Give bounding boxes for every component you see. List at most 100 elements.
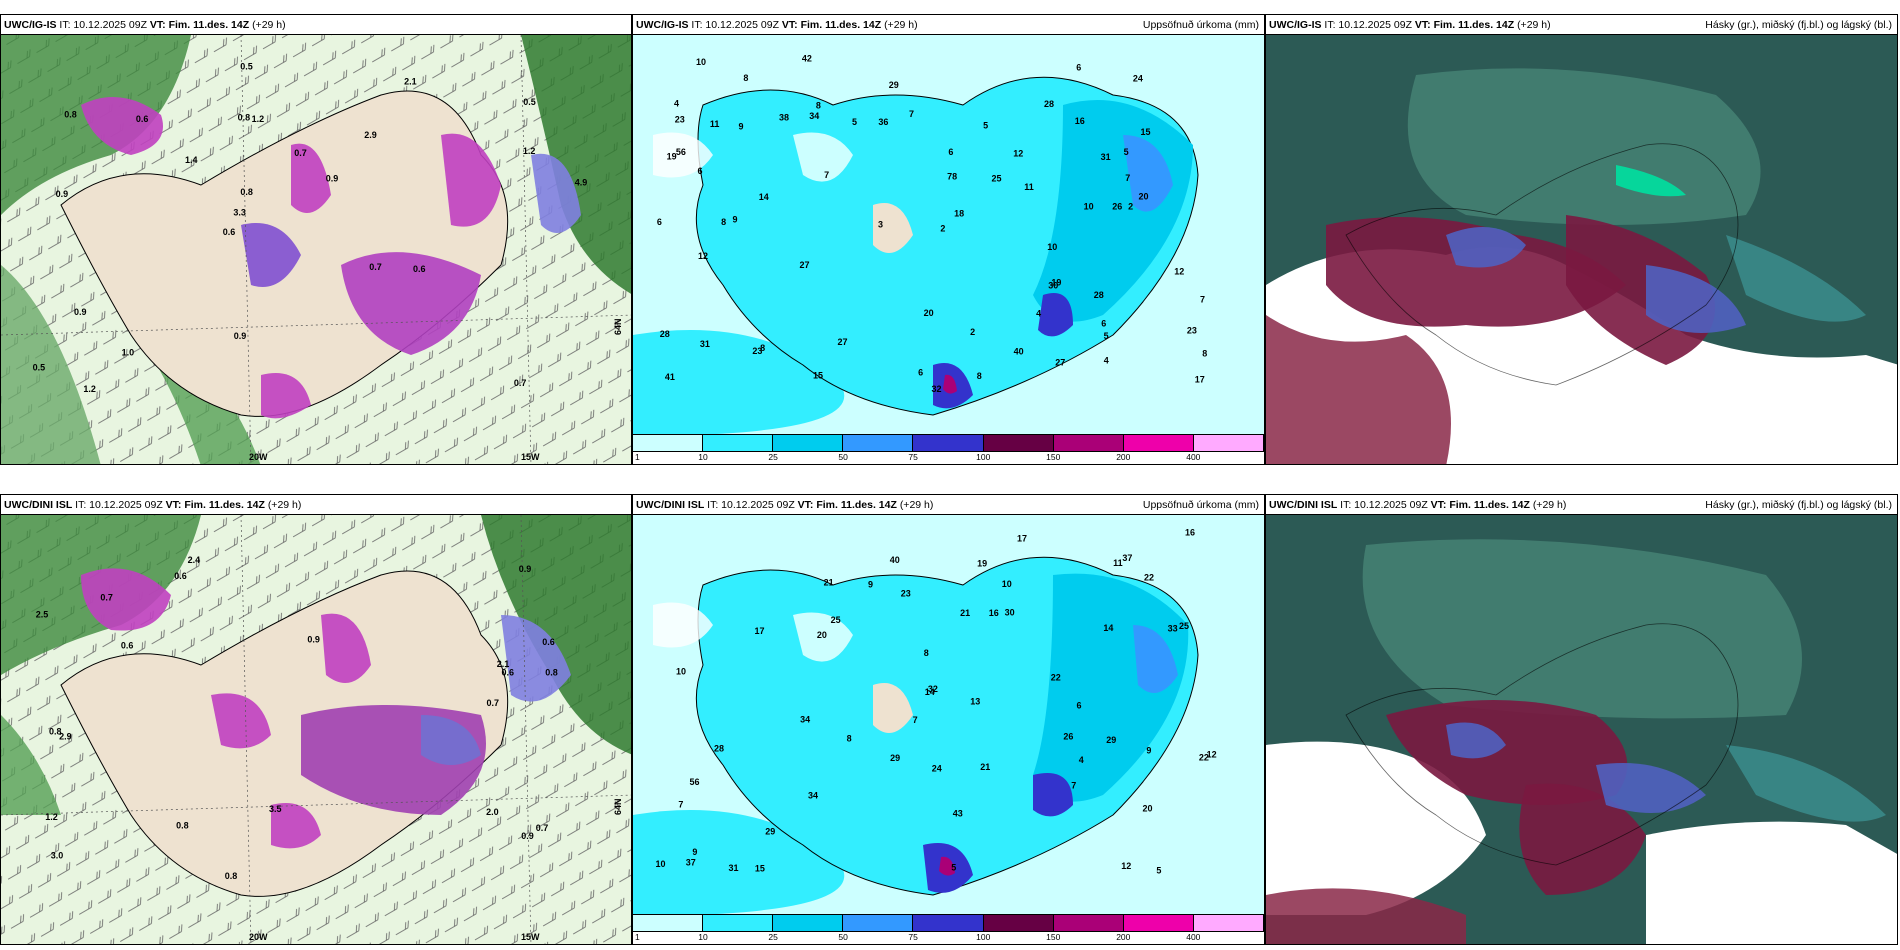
map-value-label: 0.8 bbox=[240, 187, 253, 197]
map-value-label: 3 bbox=[878, 220, 883, 230]
map-value-label: 10 bbox=[656, 859, 666, 869]
precip-value-labels: 8545678321234231710162072529223343301015… bbox=[656, 528, 1217, 876]
valid-time: Fim. 11.des. 14Z bbox=[184, 499, 265, 511]
map-value-label: 5 bbox=[852, 117, 857, 127]
legend-tick: 10 bbox=[698, 932, 708, 942]
map-value-label: 31 bbox=[1101, 152, 1111, 162]
map-value-label: 4 bbox=[1104, 356, 1109, 366]
map-value-label: 7 bbox=[1125, 173, 1130, 183]
map-value-label: 3.5 bbox=[269, 804, 282, 814]
map-value-label: 26 bbox=[1063, 732, 1073, 742]
valid-label: VT: bbox=[797, 499, 814, 511]
legend-swatch bbox=[773, 915, 844, 931]
map-value-label: 12 bbox=[1207, 749, 1217, 759]
map-value-label: 14 bbox=[925, 687, 935, 697]
map-value-label: 0.8 bbox=[238, 113, 251, 123]
map-value-label: 3.3 bbox=[233, 208, 246, 218]
legend-swatch bbox=[633, 915, 704, 931]
precip-map: 8545678321234231710162072529223343301015… bbox=[633, 515, 1264, 916]
map-value-label: 2 bbox=[970, 327, 975, 337]
map-value-label: 14 bbox=[1103, 623, 1113, 633]
map-value-label: 9 bbox=[692, 847, 697, 857]
lead-time: (+29 h) bbox=[252, 19, 286, 31]
init-time: IT: 10.12.2025 09Z bbox=[1340, 499, 1428, 511]
map-value-label: 27 bbox=[800, 260, 810, 270]
init-time: IT: 10.12.2025 09Z bbox=[1324, 19, 1412, 31]
map-value-label: 6 bbox=[918, 368, 923, 378]
map-value-label: 19 bbox=[667, 151, 677, 161]
lead-time: (+29 h) bbox=[899, 499, 934, 511]
map-value-label: 11 bbox=[710, 119, 720, 129]
panel-header: UWC/IG-IS IT: 10.12.2025 09Z VT: Fim. 11… bbox=[1, 15, 631, 35]
map-value-label: 4.9 bbox=[575, 177, 588, 187]
legend-swatch bbox=[983, 435, 1054, 451]
panel-top-precip: UWC/IG-IS IT: 10.12.2025 09Z VT: Fim. 11… bbox=[632, 14, 1265, 465]
lead-time: (+29 h) bbox=[267, 499, 302, 511]
map-value-label: 31 bbox=[700, 339, 710, 349]
legend-tick: 150 bbox=[1046, 452, 1061, 462]
map-value-label: 0.6 bbox=[413, 264, 426, 274]
map-value-label: 56 bbox=[690, 777, 700, 787]
map-value-label: 2 bbox=[1128, 201, 1133, 211]
model-name: UWC/DINI ISL bbox=[1269, 499, 1338, 511]
map-value-label: 33 bbox=[1168, 623, 1178, 633]
map-value-label: 25 bbox=[1179, 621, 1189, 631]
map-value-label: 17 bbox=[755, 626, 765, 636]
legend-tick: 1 bbox=[635, 932, 640, 942]
model-name: UWC/DINI ISL bbox=[4, 499, 73, 511]
lon-label: 20W bbox=[249, 932, 268, 942]
map-value-label: 24 bbox=[932, 764, 942, 774]
map-value-label: 9 bbox=[739, 121, 744, 131]
map-value-label: 32 bbox=[932, 384, 942, 394]
model-name: UWC/IG-IS bbox=[636, 19, 689, 31]
map-value-label: 23 bbox=[675, 115, 685, 125]
model-name: UWC/IG-IS bbox=[4, 19, 57, 31]
map-value-label: 37 bbox=[1122, 553, 1132, 563]
lon-label: 15W bbox=[521, 932, 540, 942]
map-value-label: 2.4 bbox=[188, 555, 201, 565]
legend-swatch bbox=[1123, 915, 1194, 931]
map-value-label: 25 bbox=[831, 615, 841, 625]
map-value-label: 0.9 bbox=[519, 564, 532, 574]
map-value-label: 12 bbox=[1121, 861, 1131, 871]
panel-top-wind: UWC/IG-IS IT: 10.12.2025 09Z VT: Fim. 11… bbox=[0, 14, 632, 465]
map-value-label: 5 bbox=[951, 862, 956, 872]
legend-ticks: 1 10 25 50 75 100 150 200 400 bbox=[633, 452, 1264, 464]
panel-header: UWC/IG-IS IT: 10.12.2025 09Z VT: Fim. 11… bbox=[633, 15, 1264, 35]
map-value-label: 10 bbox=[1002, 579, 1012, 589]
map-value-label: 11 bbox=[1113, 558, 1123, 568]
map-value-label: 29 bbox=[1106, 735, 1116, 745]
legend-tick: 50 bbox=[838, 452, 848, 462]
map-value-label: 40 bbox=[890, 555, 900, 565]
legend-tick: 75 bbox=[908, 932, 918, 942]
legend-tick: 100 bbox=[976, 452, 991, 462]
legend-ticks: 1 10 25 50 75 100 150 200 400 bbox=[633, 932, 1264, 944]
map-value-label: 38 bbox=[779, 113, 789, 123]
panel-header: UWC/DINI ISL IT: 10.12.2025 09Z VT: Fim.… bbox=[1266, 495, 1897, 515]
map-value-label: 4 bbox=[1036, 309, 1041, 319]
map-value-label: 12 bbox=[1013, 149, 1023, 159]
map-value-label: 0.6 bbox=[136, 114, 149, 124]
wind-map: 20W 15W 64N 2.00.60.70.93.02.42.10.80.90… bbox=[1, 515, 631, 944]
map-value-label: 0.5 bbox=[240, 62, 253, 72]
wind-map: 20W 15W 64N 0.70.90.50.62.91.20.80.70.91… bbox=[1, 35, 631, 464]
map-value-label: 22 bbox=[1199, 752, 1209, 762]
valid-label: VT: bbox=[149, 19, 166, 31]
map-value-label: 13 bbox=[970, 696, 980, 706]
map-value-label: 0.9 bbox=[74, 307, 87, 317]
map-value-label: 1.2 bbox=[252, 114, 265, 124]
panel-header: UWC/DINI ISL IT: 10.12.2025 09Z VT: Fim.… bbox=[1, 495, 631, 515]
map-value-label: 1.2 bbox=[523, 146, 536, 156]
map-value-label: 0.9 bbox=[307, 635, 320, 645]
legend-swatch bbox=[1053, 915, 1124, 931]
product-title: Uppsöfnuð úrkoma (mm) bbox=[1142, 499, 1259, 511]
map-value-label: 8 bbox=[847, 733, 852, 743]
legend-swatch bbox=[1053, 435, 1124, 451]
map-value-label: 11 bbox=[1024, 182, 1034, 192]
map-value-label: 0.6 bbox=[121, 640, 134, 650]
map-value-label: 32 bbox=[928, 684, 938, 694]
map-value-label: 16 bbox=[1075, 116, 1085, 126]
map-value-label: 6 bbox=[1076, 62, 1081, 72]
legend-tick: 150 bbox=[1046, 932, 1061, 942]
map-value-label: 42 bbox=[802, 53, 812, 63]
